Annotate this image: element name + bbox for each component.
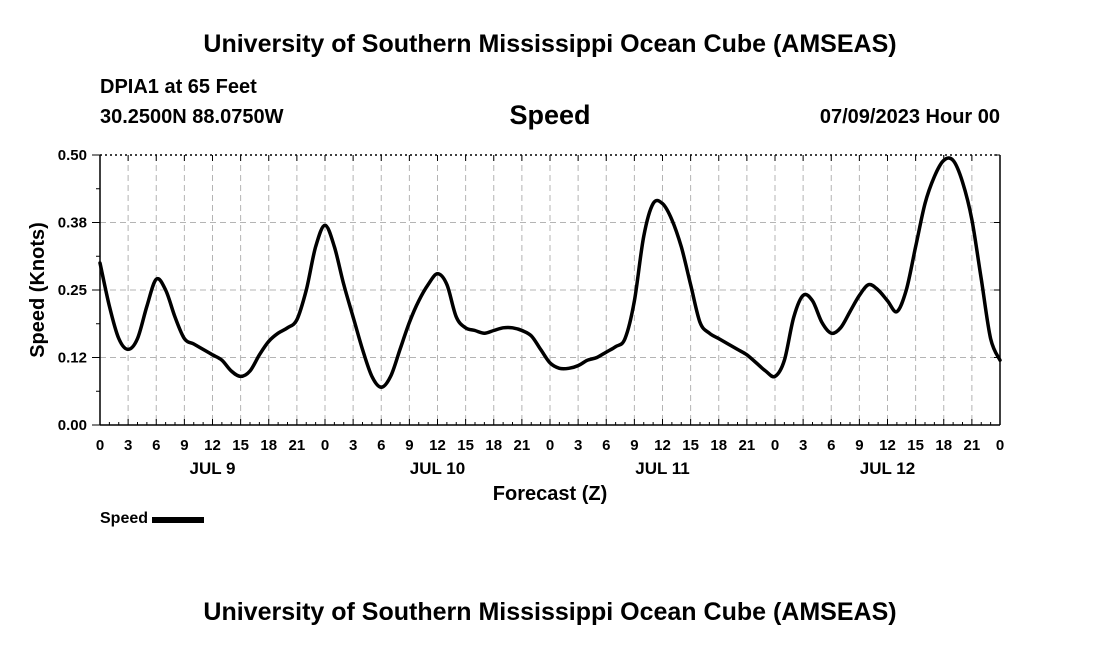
- y-tick-label: 0.12: [58, 350, 87, 367]
- x-tick-label: 9: [630, 437, 638, 454]
- x-tick-label: 12: [654, 437, 671, 454]
- x-tick-label: 12: [204, 437, 221, 454]
- x-tick-label: 12: [429, 437, 446, 454]
- day-label: JUL 11: [635, 459, 690, 478]
- x-tick-label: 9: [180, 437, 188, 454]
- x-tick-label: 3: [124, 437, 132, 454]
- chart-title-bottom: University of Southern Mississippi Ocean…: [203, 598, 897, 626]
- x-tick-label: 15: [457, 437, 474, 454]
- x-tick-label: 0: [546, 437, 554, 454]
- x-axis-title: Forecast (Z): [493, 483, 607, 505]
- x-tick-label: 15: [907, 437, 924, 454]
- x-tick-label: 6: [827, 437, 835, 454]
- x-tick-label: 0: [96, 437, 104, 454]
- x-tick-label: 18: [710, 437, 727, 454]
- x-tick-label: 18: [485, 437, 502, 454]
- x-tick-label: 0: [771, 437, 779, 454]
- chart-title-top: University of Southern Mississippi Ocean…: [203, 30, 897, 58]
- station-label: DPIA1 at 65 Feet: [100, 76, 257, 98]
- x-tick-label: 3: [349, 437, 357, 454]
- legend: Speed: [100, 510, 205, 528]
- x-tick-label: 3: [799, 437, 807, 454]
- x-tick-label: 6: [377, 437, 385, 454]
- x-tick-label: 21: [514, 437, 531, 454]
- series-line-speed: [98, 156, 1002, 389]
- x-tick-label: 9: [855, 437, 863, 454]
- x-tick-label: 18: [260, 437, 277, 454]
- y-tick-label: 0.50: [58, 147, 87, 164]
- day-label: JUL 12: [860, 459, 915, 478]
- x-tick-label: 3: [574, 437, 582, 454]
- x-tick-label: 21: [739, 437, 756, 454]
- y-tick-label: 0.25: [58, 282, 87, 299]
- axis-layer: [92, 154, 1001, 426]
- forecast-datetime: 07/09/2023 Hour 00: [819, 106, 1000, 128]
- x-tick-label: 15: [232, 437, 249, 454]
- day-label: JUL 9: [190, 459, 236, 478]
- y-tick-label: 0.38: [58, 215, 87, 232]
- x-tick-label: 15: [682, 437, 699, 454]
- x-tick-label: 6: [602, 437, 610, 454]
- x-tick-label: 9: [405, 437, 413, 454]
- x-tick-label: 18: [935, 437, 952, 454]
- legend-swatch: [152, 517, 205, 523]
- x-tick-label: 0: [321, 437, 329, 454]
- x-tick-label: 0: [996, 437, 1004, 454]
- x-tick-label: 12: [879, 437, 896, 454]
- series-layer: [98, 156, 1002, 389]
- y-axis-title: Speed (Knots): [27, 222, 49, 358]
- y-tick-label: 0.00: [58, 417, 87, 434]
- grid-layer: [100, 155, 1000, 425]
- station-coordinates: 30.2500N 88.0750W: [100, 106, 284, 128]
- day-label: JUL 10: [410, 459, 465, 478]
- variable-title: Speed: [509, 100, 591, 130]
- x-tick-label: 6: [152, 437, 160, 454]
- x-tick-label: 21: [964, 437, 981, 454]
- legend-label: Speed: [100, 510, 149, 527]
- x-tick-label: 21: [289, 437, 306, 454]
- label-layer: 0 3 6 9 12 15 18 21 0 3 6 9 12 15 18 21 0 3 6 9 12 15 18 21 0 3 6 9…: [27, 147, 1004, 505]
